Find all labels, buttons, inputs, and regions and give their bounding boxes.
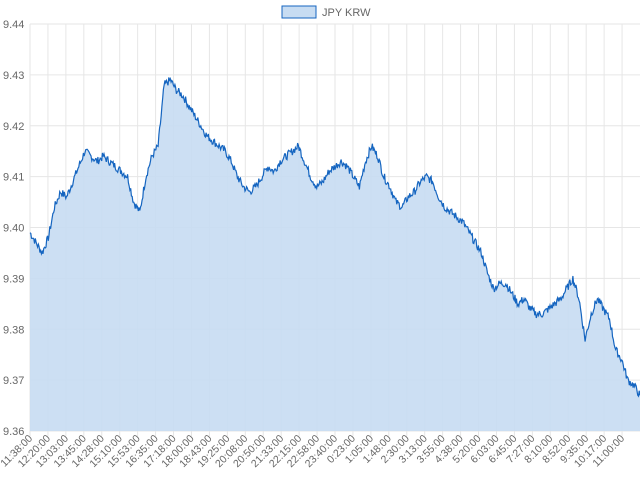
x-axis: 11:38:0012:20:0013:03:0013:45:0014:28:00… [0, 433, 627, 471]
area-fill-jpy-krw [30, 77, 640, 432]
y-tick-label: 9.44 [3, 19, 24, 31]
y-tick-label: 9.43 [3, 70, 24, 82]
y-tick-label: 9.41 [3, 172, 24, 184]
plot-area [29, 77, 640, 432]
y-axis: 9.36 9.37 9.38 9.39 9.40 9.41 9.42 9.43 9.44 [3, 19, 24, 438]
y-tick-label: 9.42 [3, 121, 24, 133]
y-tick-label: 9.37 [3, 375, 24, 387]
legend-swatch-jpy-krw[interactable] [281, 5, 317, 19]
y-tick-label: 9.39 [3, 273, 24, 285]
legend[interactable]: JPY KRW [281, 5, 371, 19]
y-tick-label: 9.36 [3, 426, 24, 438]
legend-label-jpy-krw[interactable]: JPY KRW [322, 7, 371, 19]
y-tick-label: 9.40 [3, 223, 24, 235]
series-line-jpy-krw [29, 77, 640, 398]
y-tick-label: 9.38 [3, 324, 24, 336]
